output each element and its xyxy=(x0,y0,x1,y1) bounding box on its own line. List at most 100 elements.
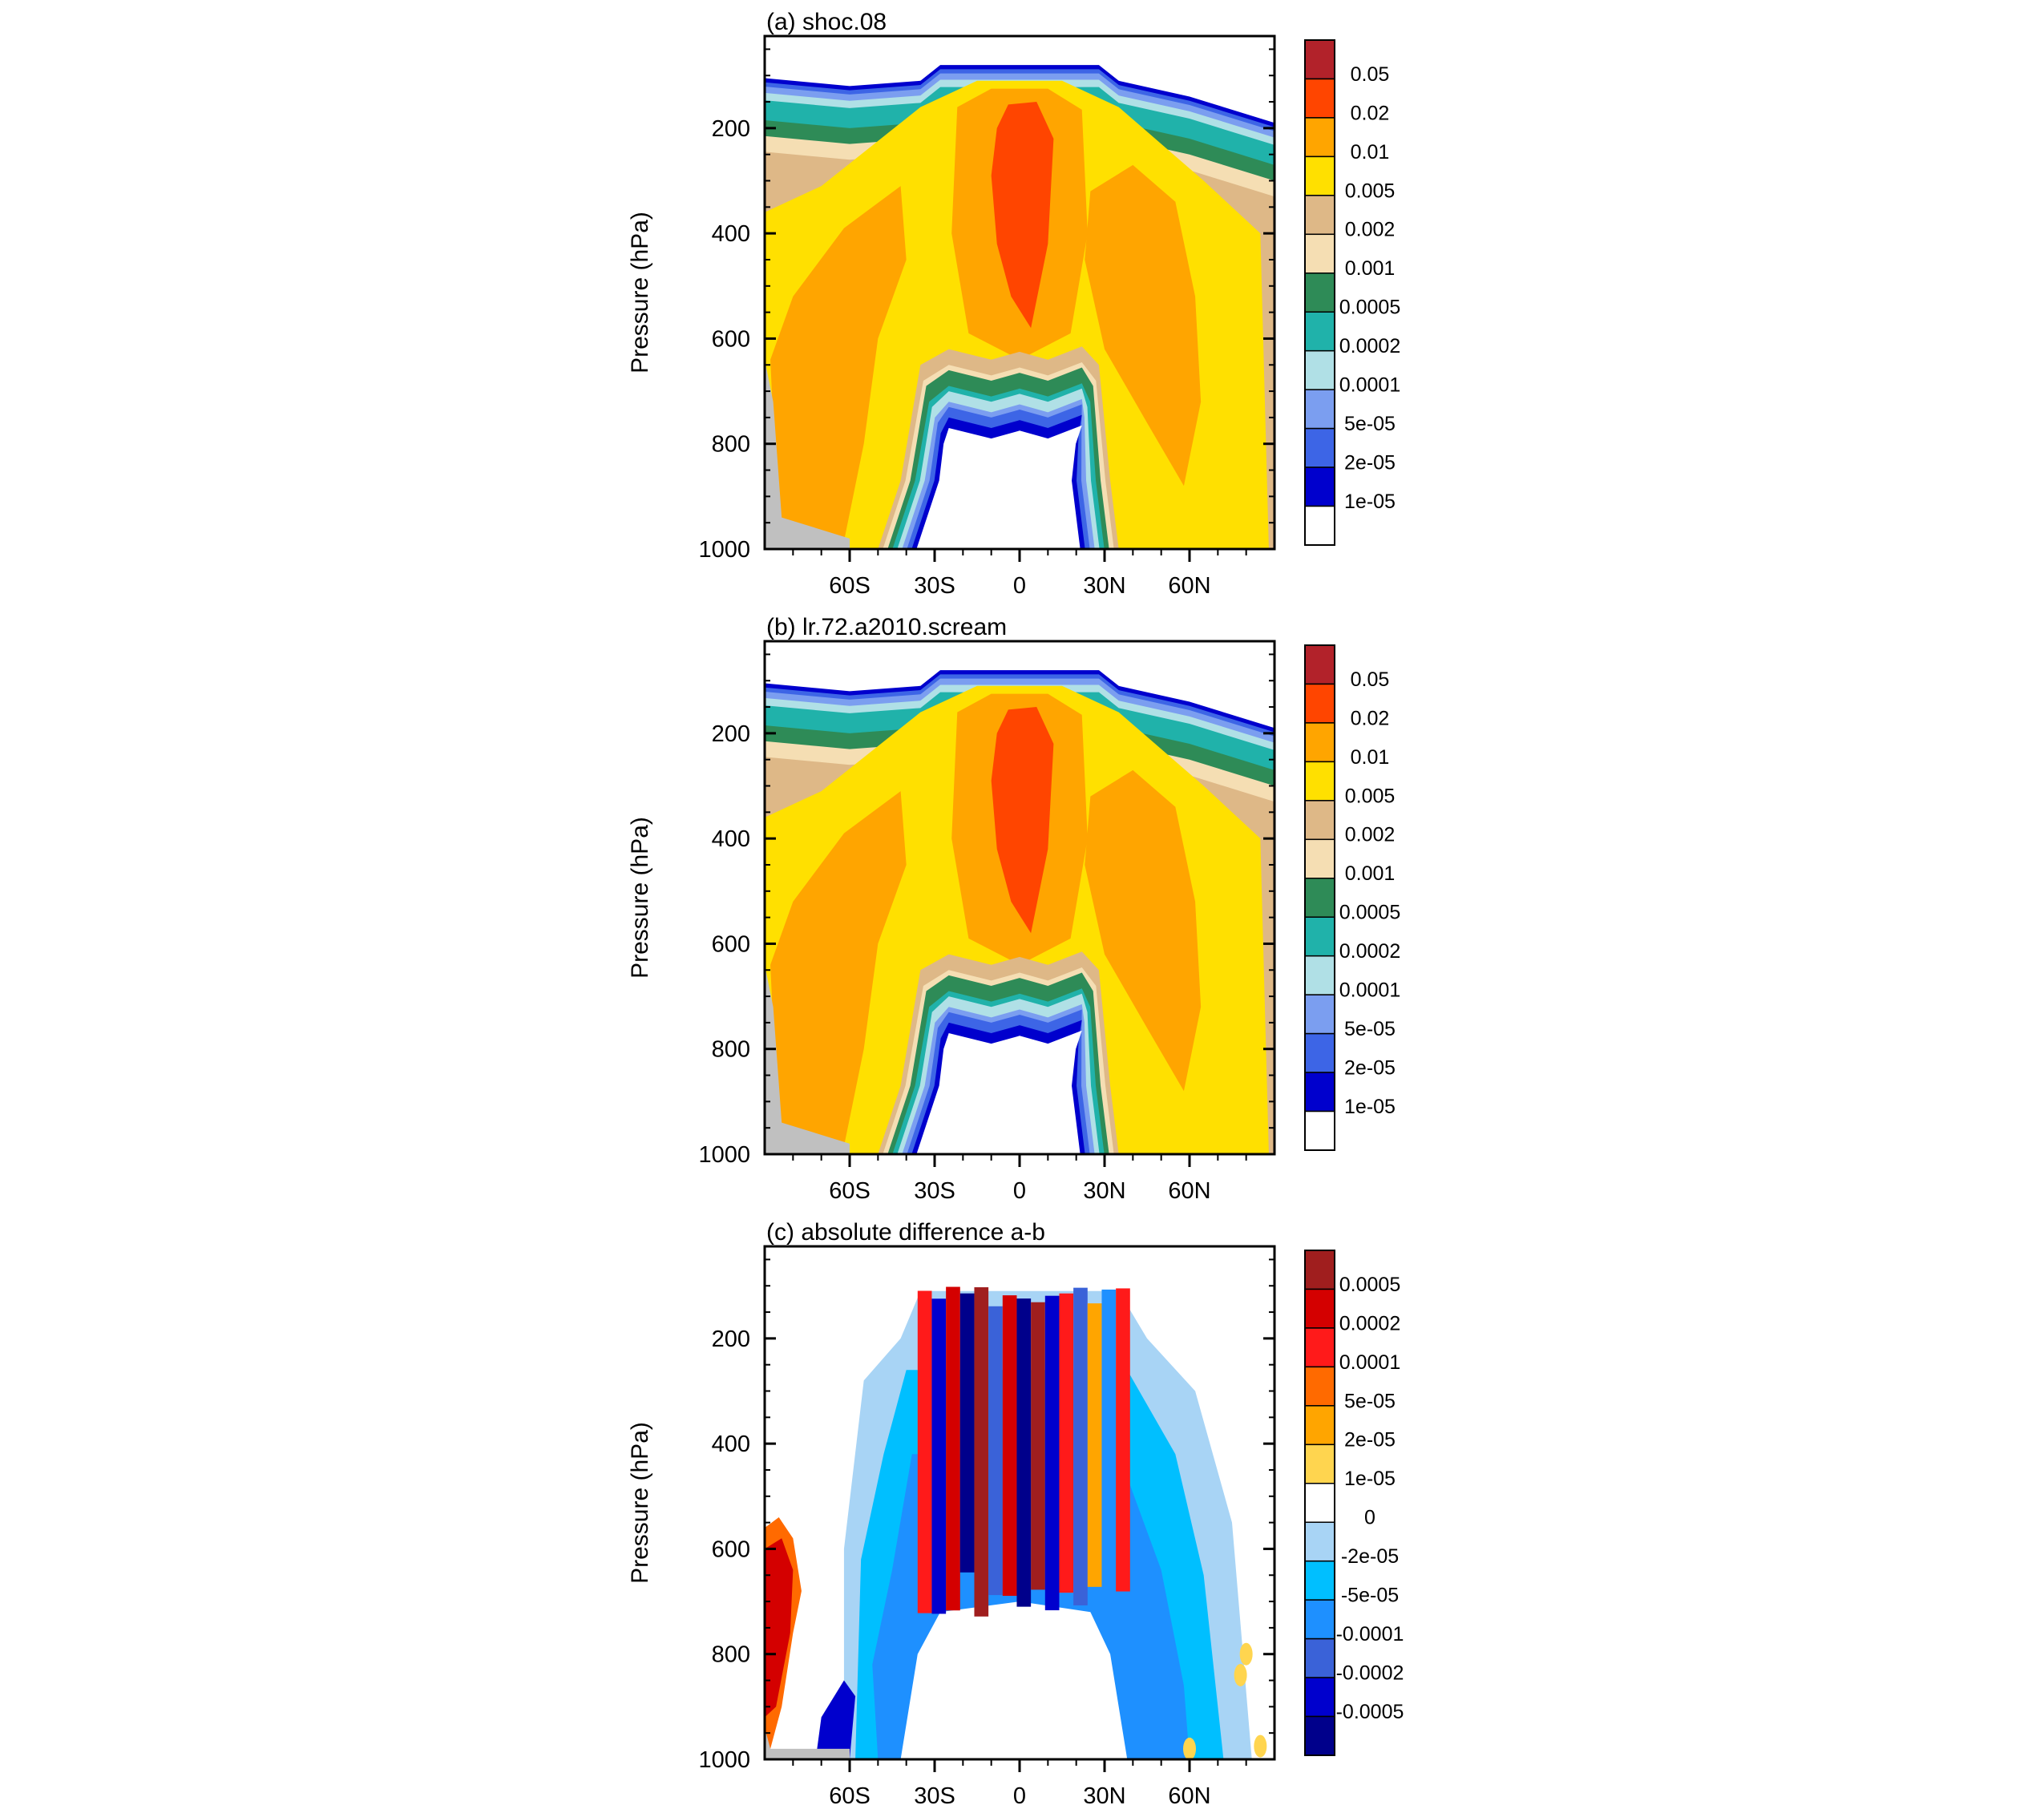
colorbar-swatch xyxy=(1304,916,1335,957)
colorbar-label: -0.0001 xyxy=(1336,1623,1404,1645)
colorbar-swatch xyxy=(1304,1072,1335,1112)
colorbar-label: -5e-05 xyxy=(1341,1585,1399,1607)
contour-band xyxy=(770,186,907,542)
colorbar-swatch xyxy=(1304,195,1335,236)
diff-stripe xyxy=(1101,1289,1117,1617)
y-tick-label: 600 xyxy=(712,326,750,352)
colorbar-swatch xyxy=(1304,1677,1335,1718)
y-tick-label: 400 xyxy=(712,1431,750,1457)
colorbar-swatch xyxy=(1304,349,1335,390)
colorbar-swatch xyxy=(1304,761,1335,802)
y-tick-label: 200 xyxy=(712,1326,750,1352)
colorbar-swatch xyxy=(1304,878,1335,918)
panel-title: (a) shoc.08 xyxy=(766,9,887,35)
colorbar-label: 0.02 xyxy=(1351,102,1390,124)
colorbar-label: 1e-05 xyxy=(1344,491,1396,513)
colorbar-label: 0.002 xyxy=(1345,824,1396,846)
x-tick-label: 60S xyxy=(829,573,871,599)
x-tick-label: 30N xyxy=(1083,573,1125,599)
y-tick-label: 200 xyxy=(712,721,750,747)
colorbar-label: 1e-05 xyxy=(1344,1096,1396,1118)
diff-stripe xyxy=(1073,1287,1088,1605)
contour-band xyxy=(916,425,1082,549)
diff-stripe xyxy=(931,1298,947,1614)
x-tick-label: 0 xyxy=(1013,1783,1026,1805)
colorbar-label: 2e-05 xyxy=(1344,452,1396,474)
colorbar-label: 0.005 xyxy=(1345,180,1396,202)
colorbar-label: 0 xyxy=(1364,1507,1375,1529)
colorbar-label: 1e-05 xyxy=(1344,1468,1396,1490)
diff-spot xyxy=(1234,1663,1247,1686)
colorbar-label: 0.0001 xyxy=(1339,979,1400,1002)
y-axis-label: Pressure (hPa) xyxy=(627,817,653,979)
diff-stripe xyxy=(1059,1293,1074,1593)
plot-area xyxy=(765,641,1274,1154)
y-tick-label: 800 xyxy=(712,1642,750,1668)
contour-band xyxy=(1085,164,1202,487)
colorbar: 0.05 0.02 0.01 0.005 0.002 0.001 0.0005 0.0002 0… xyxy=(1304,39,1400,546)
colorbar-swatch xyxy=(1304,1560,1335,1601)
y-tick-label: 800 xyxy=(712,432,750,458)
topography-mask xyxy=(765,964,850,1154)
diff-stripe xyxy=(988,1306,1003,1596)
contour-band xyxy=(770,791,907,1147)
colorbar-swatch xyxy=(1304,39,1335,80)
y-tick-label: 800 xyxy=(712,1037,750,1063)
colorbar-label: 5e-05 xyxy=(1344,1390,1396,1412)
diff-band xyxy=(765,1538,794,1718)
colorbar-swatch xyxy=(1304,1405,1335,1446)
diff-stripe xyxy=(917,1290,932,1613)
colorbar-swatch xyxy=(1304,1483,1335,1523)
colorbar-label: 0.001 xyxy=(1345,257,1396,280)
colorbar-frame xyxy=(1304,1250,1335,1756)
x-tick-label: 30S xyxy=(914,1783,955,1805)
colorbar-label: 2e-05 xyxy=(1344,1057,1396,1080)
colorbar-swatch xyxy=(1304,838,1335,879)
colorbar-swatch xyxy=(1304,955,1335,995)
colorbar-swatch xyxy=(1304,466,1335,507)
y-tick-label: 600 xyxy=(712,1536,750,1562)
panel-title: (c) absolute difference a-b xyxy=(766,1219,1045,1246)
colorbar-swatch xyxy=(1304,1366,1335,1407)
colorbar-label: 0.0005 xyxy=(1339,902,1400,924)
colorbar-swatch xyxy=(1304,1521,1335,1562)
y-tick-label: 200 xyxy=(712,116,750,142)
colorbar-frame xyxy=(1304,39,1335,546)
colorbar-swatch xyxy=(1304,1637,1335,1678)
x-tick-label: 30N xyxy=(1083,1178,1125,1204)
colorbar-label: -0.0005 xyxy=(1336,1701,1404,1723)
y-axis-label: Pressure (hPa) xyxy=(627,1422,653,1584)
x-tick-label: 0 xyxy=(1013,573,1026,599)
colorbar-label: 0.05 xyxy=(1351,668,1390,691)
panel-1: (a) shoc.08 Pressure (hPa) 200 400 600 800 100… xyxy=(627,9,1400,599)
topography-mask xyxy=(765,359,850,549)
colorbar-label: 0.05 xyxy=(1351,63,1390,86)
colorbar-label: 0.0005 xyxy=(1339,297,1400,319)
colorbar-swatch xyxy=(1304,1110,1335,1151)
x-tick-label: 60N xyxy=(1168,1783,1210,1805)
colorbar-label: 0.0002 xyxy=(1339,1312,1400,1335)
colorbar-swatch xyxy=(1304,505,1335,546)
colorbar-label: -2e-05 xyxy=(1341,1545,1399,1568)
y-tick-label: 400 xyxy=(712,221,750,247)
x-tick-label: 60S xyxy=(829,1783,871,1805)
y-tick-label: 1000 xyxy=(698,1142,750,1168)
y-tick-label: 600 xyxy=(712,931,750,957)
x-tick-label: 30N xyxy=(1083,1783,1125,1805)
colorbar-swatch xyxy=(1304,389,1335,430)
colorbar-label: 2e-05 xyxy=(1344,1429,1396,1452)
colorbar-label: 0.001 xyxy=(1345,862,1396,885)
panel-3: (c) absolute difference a-b Pressure (hPa… xyxy=(627,1219,1404,1805)
diff-stripe xyxy=(959,1293,975,1573)
colorbar-swatch xyxy=(1304,1327,1335,1368)
colorbar-label: 0.01 xyxy=(1351,141,1390,164)
diff-band xyxy=(900,1601,1128,1759)
colorbar-swatch xyxy=(1304,1715,1335,1756)
panel-title: (b) lr.72.a2010.scream xyxy=(766,614,1007,640)
contour-band xyxy=(916,1030,1082,1154)
colorbar-label: 5e-05 xyxy=(1344,413,1396,435)
plot-area xyxy=(765,36,1274,549)
colorbar-swatch xyxy=(1304,994,1335,1035)
colorbar-swatch xyxy=(1304,78,1335,119)
contour-band xyxy=(991,707,1054,934)
